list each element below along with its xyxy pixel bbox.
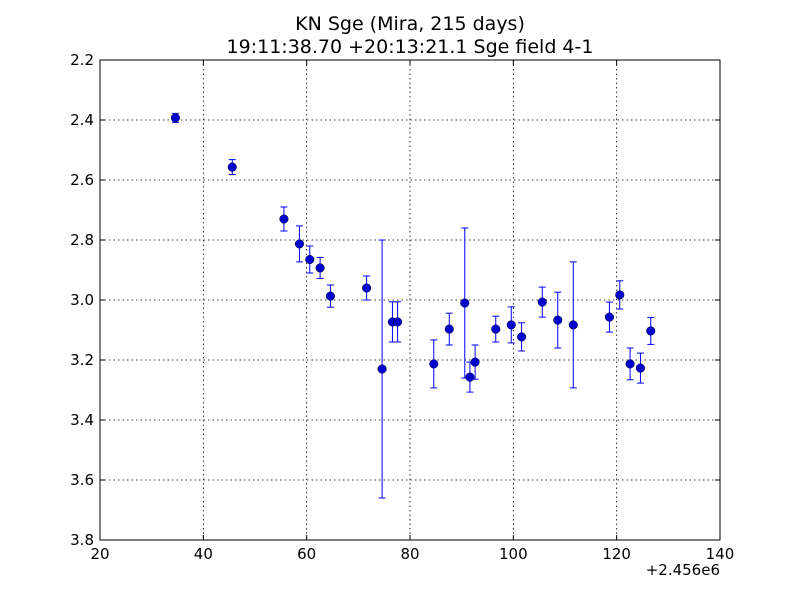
data-point	[470, 357, 480, 367]
data-point	[362, 283, 372, 293]
data-point	[305, 254, 315, 265]
data-point	[325, 291, 335, 301]
y-tick-label: 3.2	[70, 351, 94, 369]
data-points	[170, 113, 656, 382]
x-tick-label: 140	[706, 545, 735, 563]
data-point	[460, 298, 470, 308]
y-tick-label: 3.0	[70, 291, 94, 309]
data-point	[279, 214, 289, 224]
data-point	[444, 324, 454, 334]
x-tick-label: 100	[499, 545, 528, 563]
x-tick-label: 40	[194, 545, 213, 563]
x-tick-label: 20	[90, 545, 109, 563]
y-tick-label: 2.4	[70, 111, 94, 129]
chart-title-line-2: 19:11:38.70 +20:13:21.1 Sge field 4-1	[227, 36, 594, 58]
plot-area-frame	[99, 59, 721, 541]
y-tick-labels: 2.2 2.4 2.6 2.8 3.0 3.2 3.4 3.6 3.8	[70, 51, 94, 549]
y-tick-label: 2.2	[70, 51, 94, 69]
chart-title-line-1: KN Sge (Mira, 215 days)	[295, 13, 525, 35]
data-point	[646, 326, 656, 336]
data-point	[294, 239, 304, 249]
data-point	[170, 113, 180, 123]
data-point	[568, 320, 578, 330]
x-tick-label: 80	[400, 545, 419, 563]
x-tick-labels: 20 40 60 80 100 120 140	[90, 545, 734, 563]
data-point	[227, 162, 237, 172]
x-offset-label: +2.456e6	[646, 561, 720, 579]
data-point	[625, 359, 635, 369]
data-point	[491, 324, 501, 334]
data-point	[377, 364, 387, 374]
data-point	[465, 372, 475, 382]
data-point	[553, 315, 563, 325]
data-point	[537, 297, 547, 307]
y-tick-label: 3.8	[70, 531, 94, 549]
y-tick-label: 2.8	[70, 231, 94, 249]
data-point	[604, 312, 614, 322]
y-tick-label: 3.6	[70, 471, 94, 489]
data-point	[635, 363, 645, 373]
x-tick-label: 120	[602, 545, 631, 563]
y-tick-label: 3.4	[70, 411, 94, 429]
data-point	[393, 317, 403, 327]
data-point	[429, 359, 439, 369]
data-point	[315, 263, 325, 273]
data-point	[517, 332, 527, 342]
y-tick-label: 2.6	[70, 171, 94, 189]
data-point	[615, 290, 625, 300]
grid-lines	[100, 60, 720, 540]
data-point	[506, 320, 516, 330]
x-tick-label: 60	[297, 545, 316, 563]
